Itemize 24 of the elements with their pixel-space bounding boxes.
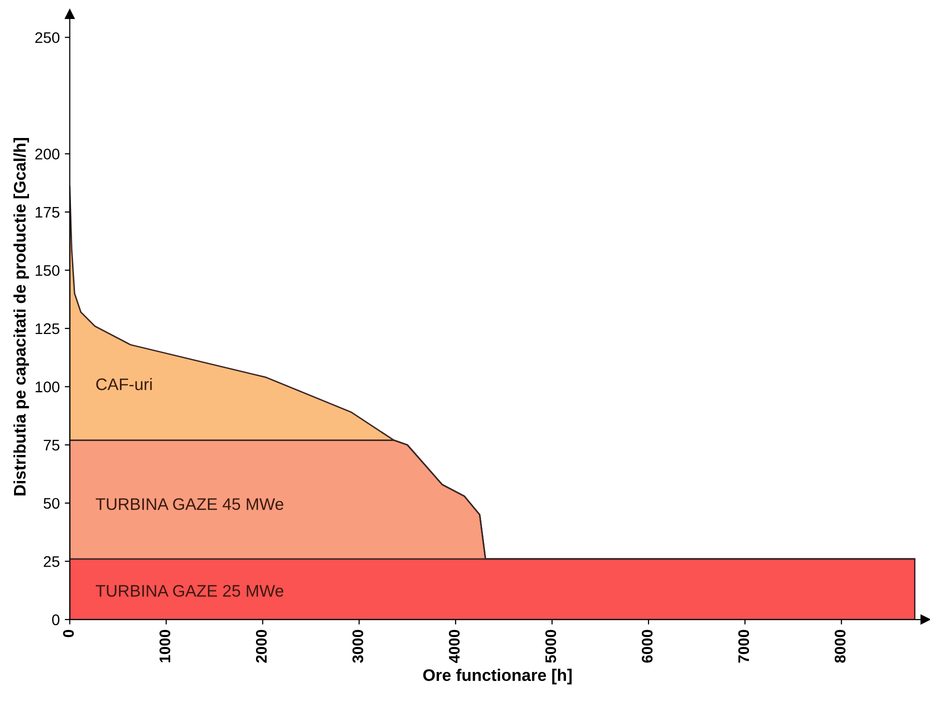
series-label: CAF-uri	[96, 378, 152, 390]
x-tick-label: 4000	[448, 630, 460, 663]
y-tick-label: 25	[44, 556, 60, 567]
y-tick-label: 200	[35, 148, 60, 160]
y-axis-title: Distributia pe capacitati de productie [Gcal/h]	[13, 138, 29, 496]
series-label: TURBINA GAZE 45 MWe	[96, 498, 284, 510]
x-tick-label: 8000	[834, 630, 846, 663]
x-tick-label: 5000	[545, 630, 556, 663]
x-tick-label: 3000	[352, 630, 364, 663]
y-tick-label: 0	[52, 614, 60, 626]
y-tick-label: 125	[36, 323, 60, 334]
y-tick-label: 50	[44, 498, 60, 509]
x-tick-label: 7000	[738, 630, 750, 663]
x-axis-title: Ore functionare [h]	[423, 668, 572, 684]
y-tick-label: 150	[36, 265, 60, 276]
series-label: TURBINA GAZE 25 MWe	[96, 584, 284, 597]
x-tick-label: 2000	[256, 630, 267, 663]
x-tick-label: 0	[63, 630, 74, 638]
x-tick-label: 6000	[642, 630, 653, 663]
y-tick-label: 75	[44, 440, 60, 451]
x-tick-label: 1000	[159, 630, 170, 662]
y-tick-label: 250	[35, 32, 60, 44]
y-tick-label: 100	[36, 382, 60, 392]
y-tick-label: 175	[36, 207, 60, 218]
